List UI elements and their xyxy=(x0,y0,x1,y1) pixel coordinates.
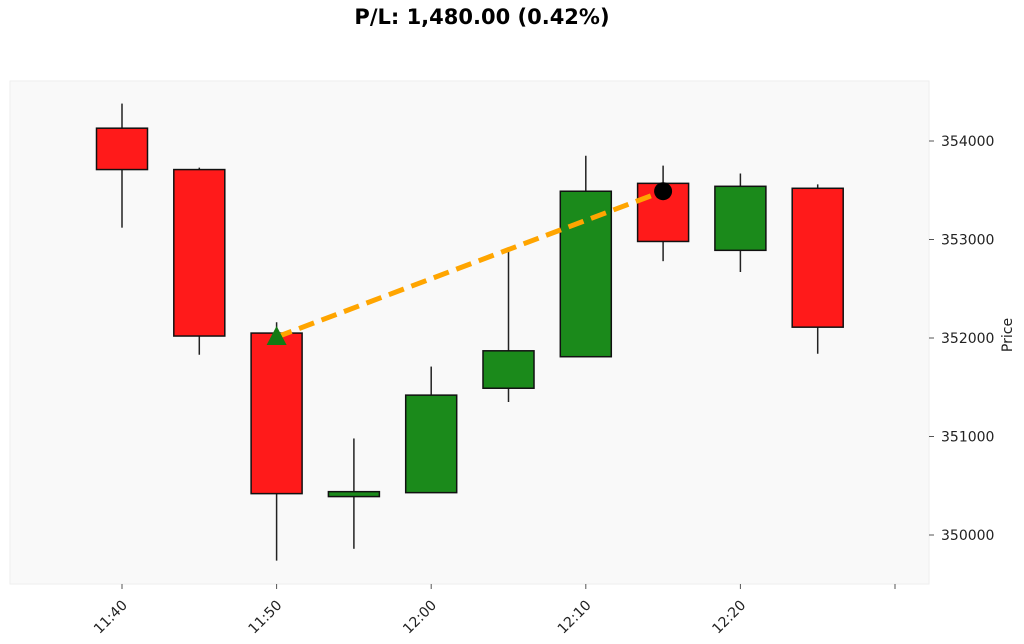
x-tick-label: 12:00 xyxy=(400,598,440,638)
candle-down xyxy=(636,182,690,243)
candle-down xyxy=(95,127,149,171)
chart-title: P/L: 1,480.00 (0.42%) xyxy=(354,5,610,29)
x-tick-label: 11:50 xyxy=(246,598,286,638)
candle-up xyxy=(714,185,767,252)
candle-down xyxy=(173,168,226,337)
x-tick-label: 11:40 xyxy=(91,598,131,638)
exit-dot-icon xyxy=(654,182,673,201)
plot-area xyxy=(9,80,930,585)
candle-up xyxy=(327,490,381,498)
x-tick-label: 12:10 xyxy=(555,598,595,638)
y-tick-label: 350000 xyxy=(941,528,994,544)
entry-triangle-icon xyxy=(266,326,287,346)
x-tick-label: 12:20 xyxy=(709,598,749,638)
candle-up xyxy=(482,350,535,389)
y-tick-label: 354000 xyxy=(941,134,994,150)
y-tick-label: 353000 xyxy=(941,233,994,249)
candle-down xyxy=(791,187,844,328)
candle-up xyxy=(404,394,458,494)
y-tick-label: 352000 xyxy=(941,331,994,347)
trade-line xyxy=(275,188,664,340)
candle-down xyxy=(250,332,303,495)
y-tick-label: 351000 xyxy=(941,430,994,446)
candle-up xyxy=(559,190,613,358)
y-axis-label: Price xyxy=(1000,318,1016,352)
